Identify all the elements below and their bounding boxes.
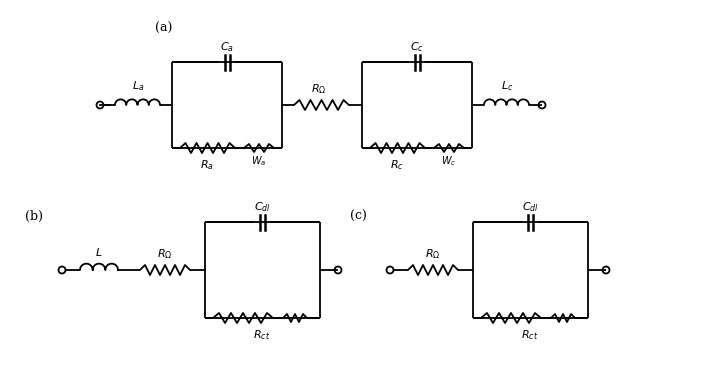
Text: $R_\Omega$: $R_\Omega$ xyxy=(157,247,172,261)
Text: $C_{dl}$: $C_{dl}$ xyxy=(254,200,271,214)
Text: $R_{ct}$: $R_{ct}$ xyxy=(253,328,271,342)
Text: $R_{ct}$: $R_{ct}$ xyxy=(522,328,538,342)
Text: $R_a$: $R_a$ xyxy=(200,158,214,172)
Text: (a): (a) xyxy=(155,22,172,35)
Text: $R_\Omega$: $R_\Omega$ xyxy=(311,82,327,96)
Text: $W_c$: $W_c$ xyxy=(442,154,456,168)
Text: $R_c$: $R_c$ xyxy=(390,158,404,172)
Text: $L_a$: $L_a$ xyxy=(132,79,144,93)
Text: $C_a$: $C_a$ xyxy=(220,40,234,54)
Text: $L_c$: $L_c$ xyxy=(501,79,513,93)
Text: (b): (b) xyxy=(25,210,43,223)
Text: $C_{dl}$: $C_{dl}$ xyxy=(522,200,538,214)
Text: $L$: $L$ xyxy=(95,246,103,258)
Text: $R_\Omega$: $R_\Omega$ xyxy=(426,247,441,261)
Text: $C_c$: $C_c$ xyxy=(410,40,424,54)
Text: $W_a$: $W_a$ xyxy=(252,154,266,168)
Text: (c): (c) xyxy=(350,210,367,223)
